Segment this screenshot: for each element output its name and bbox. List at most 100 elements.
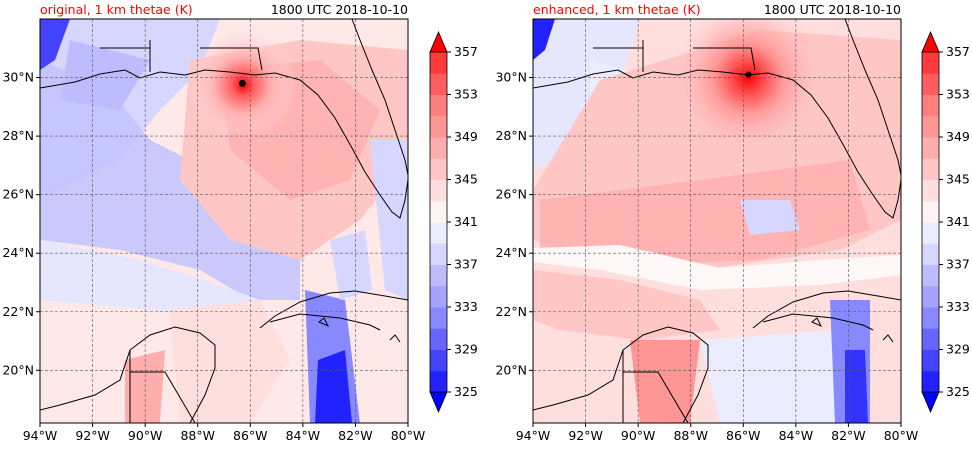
storm-center-marker <box>745 71 752 78</box>
coastlines <box>40 19 408 423</box>
lon-tick-labels: 94°W 92°W 90°W 88°W 86°W 84°W 82°W 80°W <box>516 423 919 443</box>
lon-tick-label: 82°W <box>338 428 373 443</box>
lat-tick-label: 26°N <box>2 187 34 202</box>
colorbar-bin <box>430 243 447 265</box>
colorbar-bin <box>430 73 447 95</box>
colorbar-bin <box>922 137 939 159</box>
colorbar-bin <box>922 328 939 350</box>
lon-tick-label: 88°W <box>673 428 708 443</box>
colorbar-bin <box>922 200 939 223</box>
colorbar-bin <box>922 370 939 393</box>
colorbar-original: 325 329 333 337 341 345 349 353 357 <box>429 30 478 414</box>
colorbar-bin <box>922 222 939 244</box>
colorbar-extend-max <box>429 30 448 53</box>
colorbar-tick-label: 349 <box>454 129 478 144</box>
thetae-field <box>40 19 408 423</box>
panel-title: original, 1 km thetae (K) <box>40 2 193 17</box>
lon-tick-label: 82°W <box>831 428 866 443</box>
storm-warm-core <box>673 19 823 153</box>
colorbar-bin <box>430 179 447 202</box>
map-frame <box>39 18 409 424</box>
lat-tick-label: 20°N <box>2 362 34 377</box>
colorbar-bin <box>922 73 939 95</box>
colorbar-tick-label: 345 <box>946 172 970 187</box>
colorbar-bin <box>922 115 939 138</box>
lon-tick-label: 90°W <box>621 428 656 443</box>
lon-tick-label: 92°W <box>75 428 110 443</box>
colorbar-tick-label: 353 <box>454 87 478 102</box>
lat-tick-label: 30°N <box>495 70 527 85</box>
panel-time: 1800 UTC 2018-10-10 <box>271 2 408 17</box>
panel-title: enhanced, 1 km thetae (K) <box>533 2 701 17</box>
panel-time: 1800 UTC 2018-10-10 <box>764 2 901 17</box>
coastlines <box>533 19 901 423</box>
colorbar-bin <box>430 264 447 287</box>
colorbar-tick-label: 357 <box>454 44 478 59</box>
colorbar-bin <box>922 52 939 74</box>
lat-tick-labels: 20°N 22°N 24°N 26°N 28°N 30°N <box>495 70 533 377</box>
colorbar-bin <box>922 285 939 308</box>
colorbar-tick-label: 349 <box>946 129 970 144</box>
colorbar-extend-min <box>429 391 448 414</box>
colorbar-bin <box>430 307 447 329</box>
lat-tick-label: 30°N <box>2 70 34 85</box>
colorbar-bin <box>430 285 447 308</box>
lat-tick-label: 20°N <box>495 362 527 377</box>
lon-tick-label: 80°W <box>884 428 919 443</box>
colorbar-tick-label: 357 <box>946 44 970 59</box>
lat-tick-label: 28°N <box>2 128 34 143</box>
colorbar-tick-label: 333 <box>454 299 478 314</box>
lon-tick-label: 80°W <box>391 428 426 443</box>
colorbar-tick-label: 337 <box>454 257 478 272</box>
colorbar-bin <box>922 158 939 180</box>
colorbar-bin <box>922 243 939 265</box>
lon-tick-label: 90°W <box>128 428 163 443</box>
colorbar-bin <box>430 349 447 372</box>
colorbar-tick-label: 329 <box>454 342 478 357</box>
colorbar-bin <box>922 264 939 287</box>
map-frame <box>532 18 902 424</box>
colorbar-tick-label: 341 <box>454 214 478 229</box>
colorbar-extend-min <box>921 391 940 414</box>
lon-tick-label: 88°W <box>180 428 215 443</box>
colorbar-tick-label: 329 <box>946 342 970 357</box>
lon-tick-label: 84°W <box>779 428 814 443</box>
lon-tick-label: 94°W <box>23 428 58 443</box>
lat-tick-label: 26°N <box>495 187 527 202</box>
lon-tick-label: 84°W <box>286 428 321 443</box>
colorbar-bin <box>430 222 447 244</box>
thetae-field <box>533 19 901 423</box>
colorbar-extend-max <box>921 30 940 53</box>
lat-tick-label: 22°N <box>495 304 527 319</box>
lat-tick-label: 24°N <box>2 245 34 260</box>
colorbar-tick-label: 341 <box>946 214 970 229</box>
colorbar-bin <box>430 137 447 159</box>
panel-enhanced: enhanced, 1 km thetae (K) 1800 UTC 2018-… <box>495 2 918 443</box>
colorbar-bin <box>922 349 939 372</box>
colorbar-enhanced: 325 329 333 337 341 345 349 353 357 <box>921 30 970 414</box>
lat-tick-labels: 20°N 22°N 24°N 26°N 28°N 30°N <box>2 70 40 377</box>
colorbar-bin <box>922 307 939 329</box>
colorbar-tick-label: 337 <box>946 257 970 272</box>
colorbar-bin <box>430 94 447 117</box>
lon-tick-label: 92°W <box>568 428 603 443</box>
lat-tick-label: 24°N <box>495 245 527 260</box>
panel-original: original, 1 km thetae (K) 1800 UTC 2018-… <box>2 2 425 443</box>
lon-tick-label: 94°W <box>516 428 551 443</box>
lat-tick-label: 22°N <box>2 304 34 319</box>
colorbar-tick-label: 333 <box>946 299 970 314</box>
colorbar-tick-label: 345 <box>454 172 478 187</box>
colorbar-bin <box>430 370 447 393</box>
storm-center-marker <box>238 79 246 87</box>
lat-tick-label: 28°N <box>495 128 527 143</box>
colorbar-bin <box>922 179 939 202</box>
lon-tick-label: 86°W <box>726 428 761 443</box>
colorbar-tick-label: 353 <box>946 87 970 102</box>
colorbar-bin <box>430 115 447 138</box>
colorbar-bin <box>922 94 939 117</box>
lon-tick-labels: 94°W 92°W 90°W 88°W 86°W 84°W 82°W 80°W <box>23 423 426 443</box>
colorbar-bin <box>430 52 447 74</box>
colorbar-bin <box>430 158 447 180</box>
colorbar-bin <box>430 328 447 350</box>
